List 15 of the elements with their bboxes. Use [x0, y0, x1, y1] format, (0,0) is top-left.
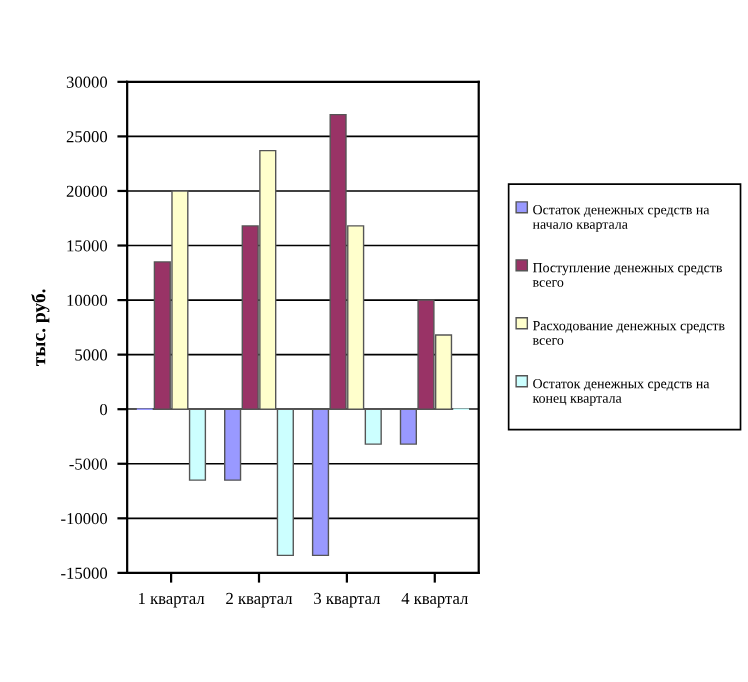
x-tick-label: 4 квартал	[401, 592, 468, 608]
y-tick-label: -15000	[61, 567, 108, 579]
y-tick-label: 15000	[67, 240, 108, 252]
y-tick-label: -10000	[61, 513, 108, 525]
x-tick-label: 1 квартал	[139, 592, 205, 608]
y-tick-label: 5000	[75, 349, 108, 361]
y-tick-label: 10000	[67, 294, 108, 307]
y-tick-label: 25000	[66, 131, 108, 143]
y-tick-label: -5000	[69, 458, 108, 470]
y-tick-label: 0	[100, 403, 108, 416]
x-tick-label: 2 квартал	[226, 592, 293, 608]
x-tick-label: 3 квартал	[314, 592, 381, 608]
y-tick-label: 20000	[66, 185, 108, 197]
y-axis-title: тыс. руб.	[31, 289, 50, 366]
y-tick-label: 30000	[66, 76, 108, 88]
